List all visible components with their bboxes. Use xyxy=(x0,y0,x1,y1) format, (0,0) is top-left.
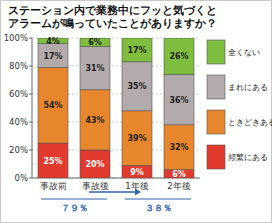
data-label: 54% xyxy=(43,101,62,110)
bar-segment xyxy=(38,143,68,178)
legend-label: 頻繁にある xyxy=(228,153,268,162)
legend-label: まれにある xyxy=(228,83,268,92)
bar-segment xyxy=(122,165,152,178)
legend-swatch xyxy=(207,145,225,169)
bar-segment xyxy=(122,111,152,166)
frame xyxy=(1,1,272,223)
tick-label: 100% xyxy=(4,33,28,43)
arrow-head xyxy=(135,189,141,196)
bar-segment xyxy=(80,46,110,89)
annotation-bracket xyxy=(125,199,191,200)
y-axis xyxy=(32,38,33,178)
tick-label: 60% xyxy=(9,89,28,99)
chart: ステーション内で業務中にフッと気づくとアラームが鳴っていたことがありますか？ 0%… xyxy=(0,0,272,223)
bar-segment xyxy=(122,38,152,62)
tick-label: 40% xyxy=(9,117,28,127)
data-label: 17% xyxy=(127,46,146,55)
bar-segment xyxy=(80,90,110,150)
title: アラームが鳴っていたことがありますか？ xyxy=(8,17,217,30)
data-labels: 25% 54% 17% 4% 20% 43% 31% 6% 9% 39% 35% 17% 6% 32% 36… xyxy=(43,37,188,179)
bar-segment xyxy=(80,38,110,46)
category-label: 1年後 xyxy=(125,181,148,191)
arrow xyxy=(89,191,136,193)
legend-swatch xyxy=(207,75,225,99)
legend-label: ときどきある xyxy=(228,118,272,127)
bar-segment xyxy=(164,38,194,74)
data-label: 39% xyxy=(127,134,146,143)
bar-segment xyxy=(164,125,194,170)
bar-segment xyxy=(164,170,194,178)
legend-swatch xyxy=(207,110,225,134)
title: ステーション内で業務中にフッと気づくと xyxy=(8,4,217,17)
bar-segment xyxy=(38,44,68,68)
data-label: 6% xyxy=(172,170,186,179)
bar-segment xyxy=(38,67,68,143)
bars xyxy=(38,38,194,178)
bar-segment xyxy=(80,150,110,178)
category-label: 2年後 xyxy=(167,181,190,191)
tick-label: 20% xyxy=(9,145,28,155)
category-label: 事故後 xyxy=(82,181,109,191)
bar-segment xyxy=(122,62,152,111)
legend-swatch xyxy=(207,40,225,64)
data-label: 35% xyxy=(127,82,146,91)
legend-label: 全くない xyxy=(228,48,260,57)
tick-label: 0% xyxy=(15,173,29,183)
data-label: 43% xyxy=(85,116,104,125)
annotation-bracket xyxy=(41,199,107,200)
data-label: 17% xyxy=(43,52,62,61)
data-label: 36% xyxy=(169,96,188,105)
annotation: ７９％ xyxy=(61,203,88,213)
data-label: 32% xyxy=(169,143,188,152)
data-label: 9% xyxy=(130,168,144,177)
data-label: 25% xyxy=(43,157,62,166)
bar-segment xyxy=(164,74,194,124)
category-label: 事故前 xyxy=(40,181,67,191)
data-label: 4% xyxy=(46,37,60,46)
data-label: 26% xyxy=(169,52,188,61)
data-label: 20% xyxy=(85,160,104,169)
tick-label: 80% xyxy=(9,61,28,71)
annotation: ３８％ xyxy=(145,203,172,213)
data-label: 6% xyxy=(88,38,102,47)
data-label: 31% xyxy=(85,64,104,73)
